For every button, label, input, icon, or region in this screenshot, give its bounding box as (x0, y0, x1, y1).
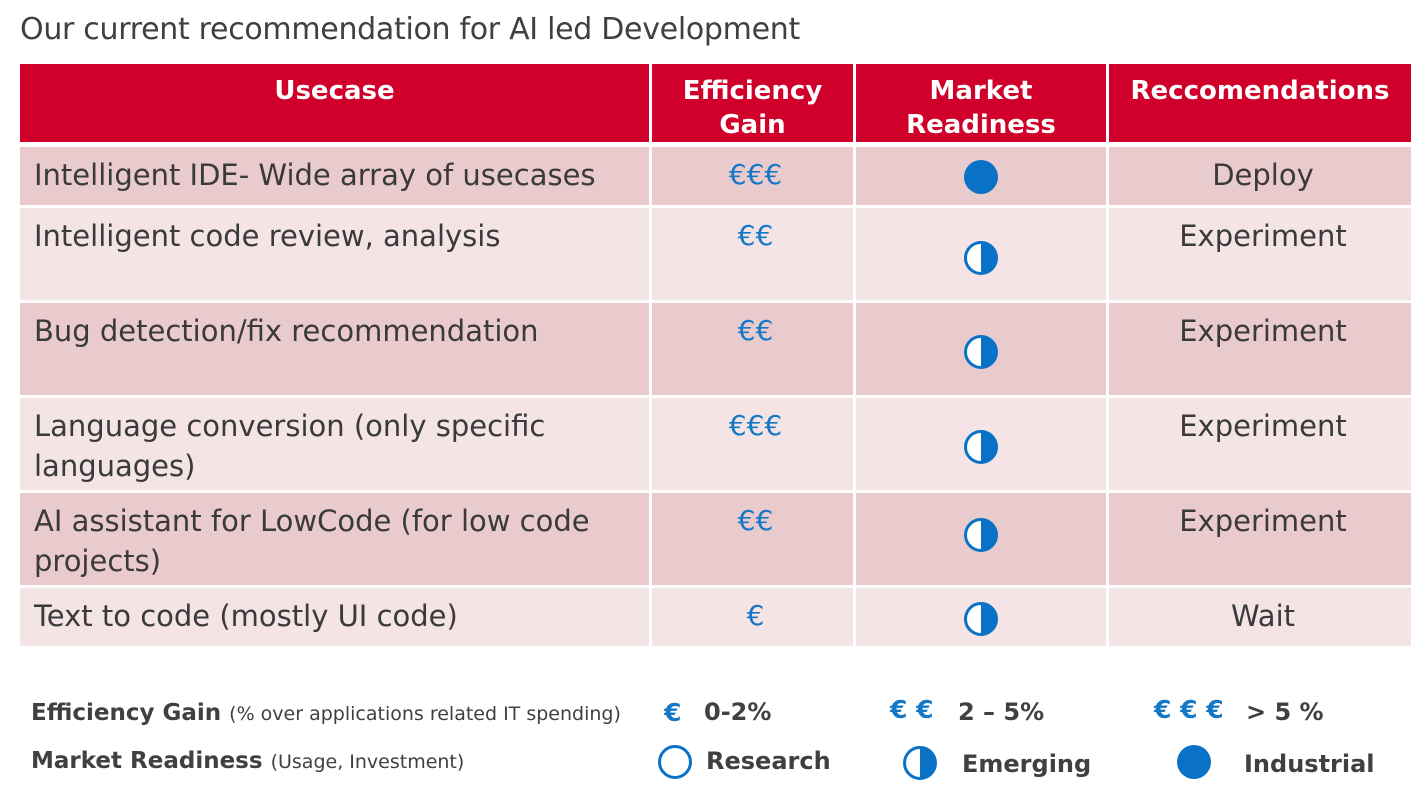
recommendation-cell: Experiment (1109, 208, 1411, 303)
legend-euro-3-icon: € € € (1154, 695, 1224, 724)
half-circle-icon (964, 430, 998, 464)
usecase-cell: Intelligent IDE- Wide array of usecases (20, 147, 652, 208)
efficiency-gain-cell: €€ (652, 208, 856, 303)
legend-readiness-sub: (Usage, Investment) (270, 751, 465, 773)
header-market-label-2: Readiness (906, 110, 1056, 140)
efficiency-gain-cell: € (652, 588, 856, 649)
table-row: AI assistant for LowCode (for low code p… (20, 493, 1411, 588)
header-market-readiness: Market Readiness (856, 64, 1109, 147)
header-efficiency-label-1: Efficiency (682, 76, 823, 106)
legend-euro-2-icon: € € (890, 695, 934, 724)
legend-readiness-title: Market Readiness (31, 748, 263, 774)
market-readiness-cell (856, 588, 1109, 649)
legend-euro-3-text: > 5 % (1246, 698, 1324, 726)
recommendation-cell: Experiment (1109, 398, 1411, 493)
empty-circle-icon (658, 745, 692, 779)
recommendation-cell: Experiment (1109, 493, 1411, 588)
efficiency-gain-cell: €€ (652, 493, 856, 588)
usecase-cell: AI assistant for LowCode (for low code p… (20, 493, 652, 588)
market-readiness-cell (856, 303, 1109, 398)
legend-efficiency-title: Efficiency Gain (31, 700, 222, 726)
recommendation-cell: Wait (1109, 588, 1411, 649)
market-readiness-cell (856, 147, 1109, 208)
table-row: Language conversion (only specific langu… (20, 398, 1411, 493)
header-recommendations-label: Reccomendations (1130, 76, 1390, 106)
efficiency-gain-cell: €€€ (652, 398, 856, 493)
table-row: Text to code (mostly UI code) € Wait (20, 588, 1411, 649)
efficiency-gain-cell: €€€ (652, 147, 856, 208)
header-efficiency-label-2: Gain (719, 110, 786, 140)
legend-euro-2-text: 2 – 5% (958, 698, 1045, 726)
legend-euro-1-text: 0-2% (704, 698, 772, 726)
usecase-cell: Intelligent code review, analysis (20, 208, 652, 303)
recommendation-cell: Experiment (1109, 303, 1411, 398)
table-header-row: Usecase Efficiency Gain Market Readiness R… (20, 64, 1411, 147)
usecase-cell: Bug detection/fix recommendation (20, 303, 652, 398)
market-readiness-cell (856, 208, 1109, 303)
recommendation-table: Usecase Efficiency Gain Market Readiness R… (20, 64, 1411, 649)
legend-readiness-label: Market Readiness (Usage, Investment) (31, 748, 464, 774)
legend-euro-1-icon: € (664, 698, 682, 727)
recommendation-cell: Deploy (1109, 147, 1411, 208)
market-readiness-cell (856, 398, 1109, 493)
half-circle-icon (964, 518, 998, 552)
table-row: Intelligent IDE- Wide array of usecases … (20, 147, 1411, 208)
legend-industrial-text: Industrial (1244, 750, 1375, 778)
table-row: Bug detection/fix recommendation €€ Expe… (20, 303, 1411, 398)
half-circle-icon (964, 335, 998, 369)
legend-efficiency-sub: (% over applications related IT spending… (229, 703, 621, 725)
legend-efficiency-label: Efficiency Gain (% over applications rel… (31, 700, 621, 726)
table-row: Intelligent code review, analysis €€ Exp… (20, 208, 1411, 303)
full-circle-icon (1177, 745, 1211, 779)
usecase-cell: Text to code (mostly UI code) (20, 588, 652, 649)
market-readiness-cell (856, 493, 1109, 588)
page-title: Our current recommendation for AI led De… (20, 12, 800, 47)
half-circle-icon (964, 602, 998, 636)
half-circle-icon (903, 746, 937, 780)
half-circle-icon (964, 241, 998, 275)
legend-research-text: Research (706, 747, 831, 775)
header-market-label-1: Market (929, 76, 1033, 106)
efficiency-gain-cell: €€ (652, 303, 856, 398)
legend-emerging-text: Emerging (962, 750, 1092, 778)
full-circle-icon (964, 160, 998, 194)
usecase-cell: Language conversion (only specific langu… (20, 398, 652, 493)
header-efficiency-gain: Efficiency Gain (652, 64, 856, 147)
header-usecase-label: Usecase (274, 76, 395, 106)
header-usecase: Usecase (20, 64, 652, 147)
header-recommendations: Reccomendations (1109, 64, 1411, 147)
